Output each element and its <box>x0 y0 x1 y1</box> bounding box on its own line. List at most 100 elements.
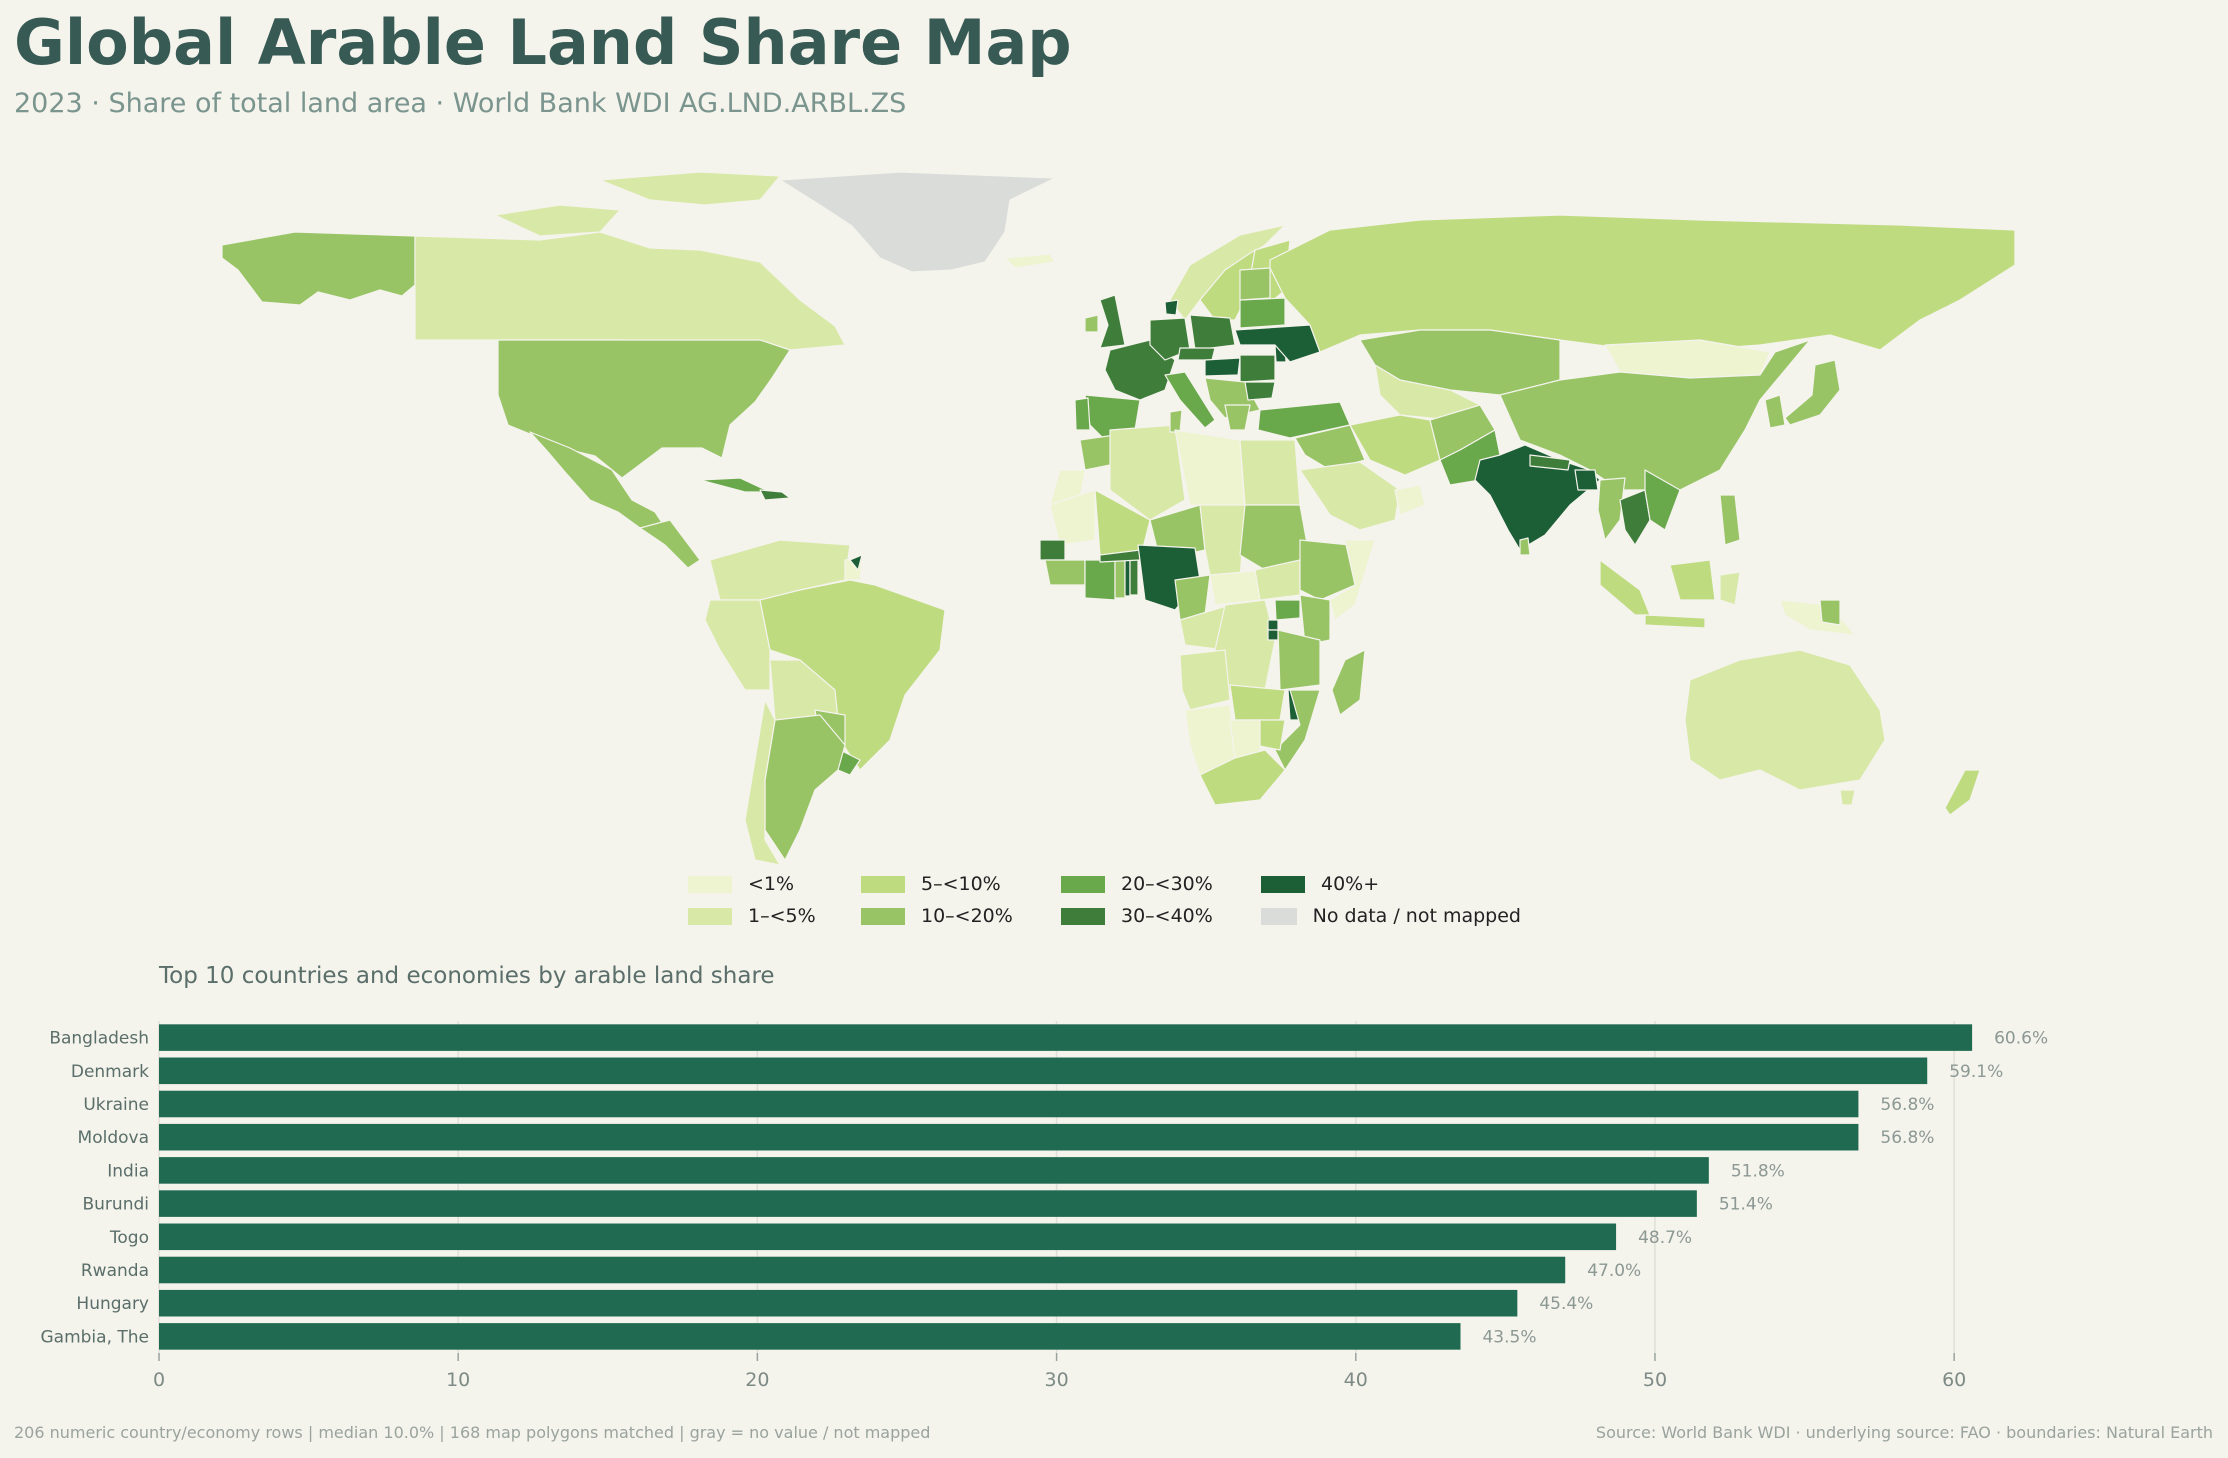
map-region-russia <box>1269 214 2016 353</box>
y-tick-label: Bangladesh <box>49 1029 149 1049</box>
legend-item-1-5: 1–<5% <box>688 904 861 928</box>
x-tick-label: 50 <box>1643 1369 1667 1391</box>
map-region-french-guiana <box>849 554 863 571</box>
map-region-australia <box>1684 649 1886 791</box>
data-label: 51.4% <box>1719 1195 1773 1215</box>
map-region-central-america <box>639 519 701 569</box>
map-region-korea <box>1764 394 1786 429</box>
y-tick-label: Burundi <box>83 1195 150 1215</box>
map-region-bangladesh <box>1574 469 1599 491</box>
map-region-tasmania <box>1839 789 1856 806</box>
y-tick-label: Hungary <box>76 1294 149 1314</box>
bar <box>159 1256 1566 1284</box>
data-label: 48.7% <box>1638 1228 1692 1248</box>
map-region-chile <box>744 699 781 865</box>
x-tick-label: 40 <box>1344 1369 1368 1391</box>
map-region-ethiopia <box>1299 539 1356 601</box>
map-region-uganda <box>1274 599 1301 621</box>
legend-item-lt1: <1% <box>688 872 861 896</box>
legend-label: 40%+ <box>1321 873 1380 895</box>
bar <box>159 1289 1518 1317</box>
map-region-new-zealand <box>1944 769 1981 816</box>
map-region-romania <box>1239 354 1276 383</box>
map-region-mauritania <box>1049 489 1096 546</box>
bar <box>159 1123 1859 1151</box>
bar <box>159 1024 1973 1051</box>
map-region-india <box>1474 444 1601 551</box>
chart-subtitle: 2023 · Share of total land area · World … <box>14 88 907 119</box>
bar <box>159 1057 1928 1085</box>
legend-label: No data / not mapped <box>1312 905 1521 927</box>
map-region-papua-west <box>1819 599 1841 626</box>
legend-item-5-10: 5–<10% <box>861 872 1061 896</box>
y-tick-label: Gambia, The <box>40 1327 149 1347</box>
data-label: 59.1% <box>1949 1062 2003 1082</box>
y-tick-label: Togo <box>109 1228 149 1248</box>
map-region-kenya <box>1299 594 1331 646</box>
map-region-greenland <box>779 171 1056 273</box>
bar <box>159 1323 1461 1350</box>
map-region-canada <box>414 231 846 351</box>
map-region-sulawesi <box>1719 571 1741 606</box>
map-region-philippines <box>1719 494 1741 546</box>
map-region-norway <box>1169 224 1286 321</box>
y-tick-label: Ukraine <box>83 1095 149 1115</box>
bar-chart-title: Top 10 countries and economies by arable… <box>159 963 775 989</box>
map-region-canada-arctic-2 <box>494 204 621 237</box>
bar <box>159 1090 1859 1118</box>
data-label: 56.8% <box>1880 1128 1934 1148</box>
map-region-algeria <box>1109 424 1186 521</box>
source-note: Source: World Bank WDI · underlying sour… <box>1595 1423 2213 1442</box>
map-region-madagascar <box>1331 649 1366 716</box>
map-region-angola <box>1179 649 1231 711</box>
data-label: 43.5% <box>1482 1327 1536 1347</box>
map-region-sri-lanka <box>1519 537 1531 556</box>
data-label: 47.0% <box>1587 1261 1641 1281</box>
legend-label: 10–<20% <box>921 905 1013 927</box>
y-tick-label: Moldova <box>78 1128 149 1148</box>
legend-item-20-30: 20–<30% <box>1061 872 1261 896</box>
bar <box>159 1190 1697 1217</box>
map-region-south-africa <box>1199 749 1286 806</box>
legend-item-30-40: 30–<40% <box>1061 904 1261 928</box>
map-region-united-kingdom <box>1099 294 1126 349</box>
map-region-belarus <box>1239 297 1286 329</box>
legend-item-no-data: No data / not mapped <box>1261 904 1521 928</box>
map-region-china <box>1499 339 1811 491</box>
data-label: 56.8% <box>1880 1095 1934 1115</box>
map-region-borneo <box>1669 559 1716 601</box>
map-region-denmark <box>1164 299 1179 316</box>
map-region-oman <box>1394 484 1426 516</box>
map-region-somalia <box>1329 539 1376 621</box>
data-label: 51.8% <box>1731 1161 1785 1181</box>
map-region-japan <box>1784 359 1841 426</box>
legend-swatch <box>861 875 905 893</box>
x-tick-label: 10 <box>446 1369 470 1391</box>
map-region-hispaniola <box>759 489 791 501</box>
map-region-brazil <box>759 579 946 771</box>
map-region-saudi-arabia <box>1299 461 1401 531</box>
map-region-vietnam-laos <box>1644 469 1681 531</box>
y-tick-label: Rwanda <box>81 1261 149 1281</box>
bar <box>159 1157 1709 1184</box>
chart-title: Global Arable Land Share Map <box>14 6 1072 79</box>
map-region-canada-arctic <box>599 171 781 206</box>
map-region-thailand <box>1619 489 1651 546</box>
legend-label: 20–<30% <box>1121 873 1213 895</box>
map-region-baltics <box>1239 267 1271 301</box>
data-label: 45.4% <box>1539 1294 1593 1314</box>
x-tick-label: 0 <box>153 1369 165 1391</box>
map-legend: <1% 5–<10% 20–<30% 40%+ 1–<5% 10–<20% 30… <box>688 872 1521 928</box>
footnote: 206 numeric country/economy rows | media… <box>14 1423 931 1442</box>
legend-label: 5–<10% <box>921 873 1001 895</box>
world-choropleth-map <box>221 171 2016 865</box>
map-region-sumatra <box>1599 559 1651 616</box>
y-tick-label: Denmark <box>71 1062 149 1082</box>
x-tick-label: 60 <box>1942 1369 1966 1391</box>
bar <box>159 1223 1617 1251</box>
legend-swatch <box>1061 907 1105 925</box>
map-region-greece <box>1224 404 1251 431</box>
map-region-myanmar <box>1597 477 1626 541</box>
legend-item-40plus: 40%+ <box>1261 872 1521 896</box>
